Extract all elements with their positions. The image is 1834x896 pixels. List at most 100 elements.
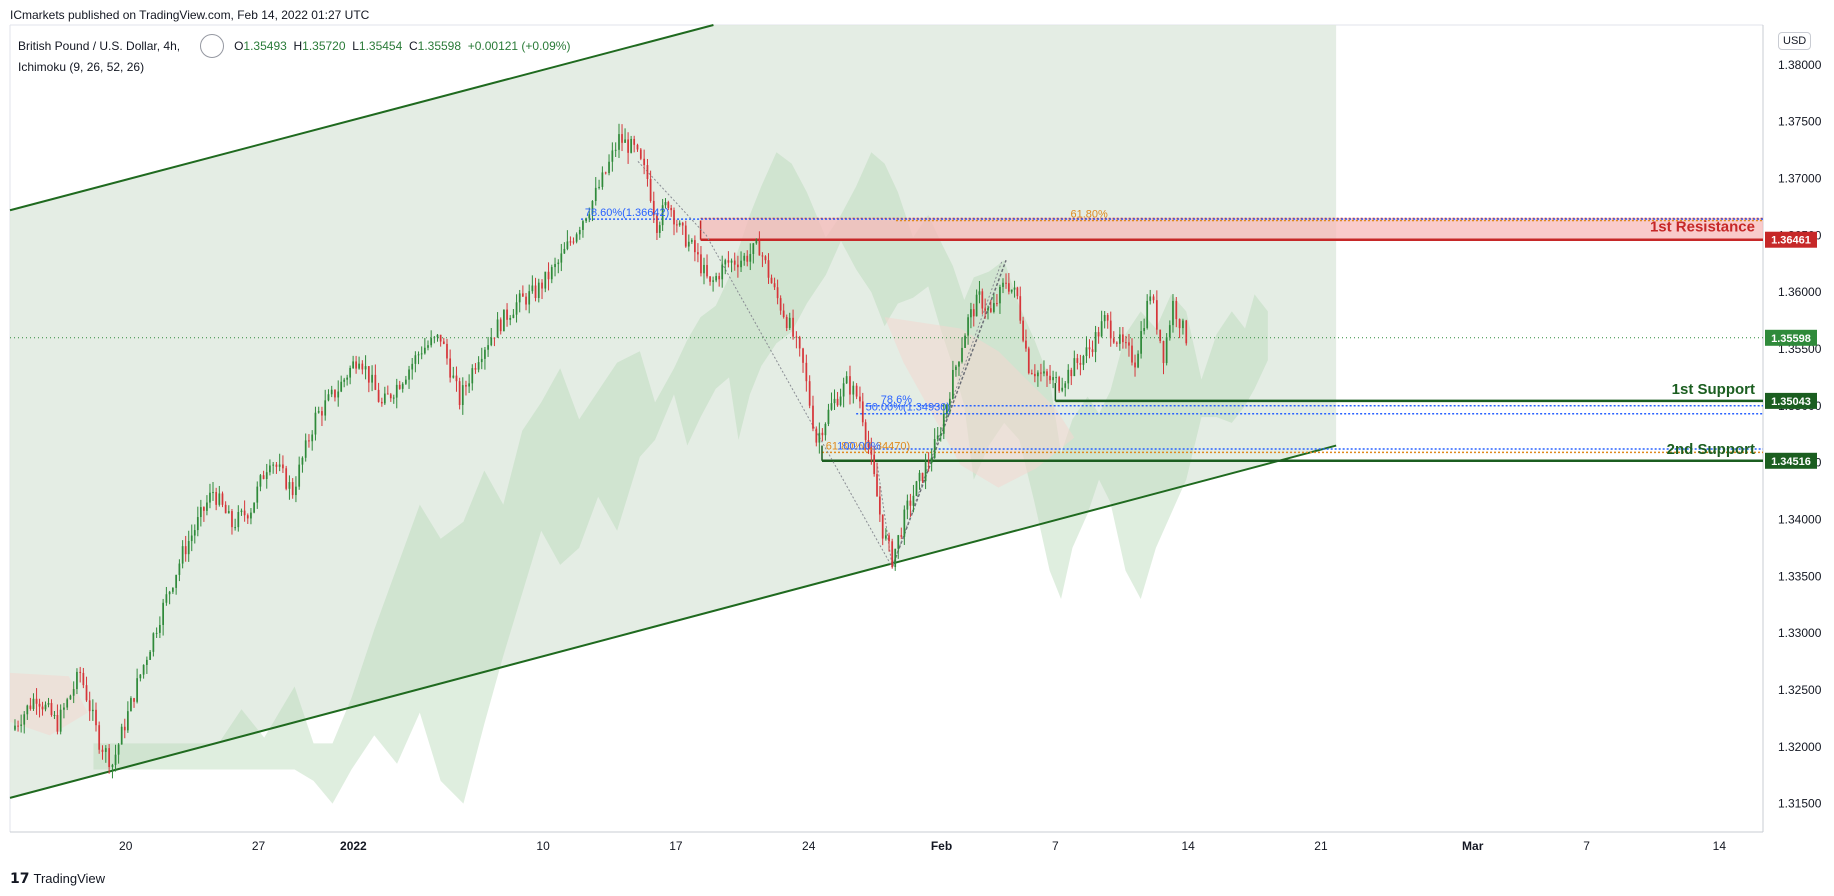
candle-body <box>269 465 271 473</box>
candle-body <box>285 468 288 489</box>
candle-body <box>101 749 104 752</box>
candle-body <box>861 401 864 423</box>
candle-body <box>1070 369 1073 377</box>
candle-body <box>371 374 373 383</box>
candle-body <box>900 535 903 537</box>
candle-body <box>142 664 145 675</box>
candle-body <box>1030 373 1033 375</box>
candle-body <box>758 240 761 256</box>
candle-body <box>921 472 924 482</box>
candle-body <box>398 384 401 389</box>
candle-body <box>1182 320 1184 329</box>
candle-body <box>288 482 291 489</box>
fib-label-4: 78.6% <box>881 394 912 406</box>
candle-body <box>618 134 620 150</box>
candle-body <box>63 707 65 710</box>
candle-body <box>1178 319 1181 329</box>
candle-body <box>452 375 455 378</box>
candle-body <box>275 464 278 467</box>
candle-body <box>308 440 310 442</box>
candle-body <box>1088 347 1091 350</box>
candle-body <box>697 252 699 255</box>
candle-body <box>933 439 936 458</box>
candle-body <box>939 433 942 436</box>
candle-body <box>1143 328 1146 332</box>
candle-body <box>196 517 199 531</box>
candle-body <box>978 291 981 295</box>
candle-body <box>321 411 323 416</box>
candle-body <box>1128 342 1130 346</box>
candle-body <box>442 341 445 344</box>
candle-body <box>47 703 50 705</box>
candle-body <box>534 285 537 299</box>
candle-body <box>1010 289 1013 292</box>
candle-body <box>525 296 527 305</box>
candle-body <box>1140 331 1142 354</box>
candle-body <box>181 546 184 564</box>
candle-body <box>175 574 178 588</box>
market-status-icon[interactable] <box>200 34 225 58</box>
candle-body <box>133 698 135 702</box>
x-tick-label: 14 <box>1713 839 1727 853</box>
candle-body <box>82 672 85 686</box>
candle-body <box>436 334 439 338</box>
candle-body <box>218 493 221 505</box>
candle-body <box>585 218 587 222</box>
candle-body <box>209 492 211 503</box>
candle-body <box>557 262 560 265</box>
candle-body <box>301 457 304 465</box>
candle-body <box>401 383 404 389</box>
candle-body <box>566 241 569 249</box>
candle-body <box>560 253 563 263</box>
candle-body <box>484 349 486 359</box>
candle-body <box>779 298 782 311</box>
candle-body <box>383 393 386 404</box>
candle-body <box>942 413 945 434</box>
candle-body <box>439 334 442 342</box>
indicator-label[interactable]: Ichimoku (9, 26, 52, 26) <box>18 60 145 74</box>
candle-body <box>411 363 414 370</box>
candle-body <box>120 726 123 745</box>
candle-body <box>528 291 531 305</box>
candle-body <box>970 309 972 318</box>
resistance-label: 1st Resistance <box>1650 219 1755 236</box>
candle-body <box>468 383 470 387</box>
candle-body <box>1103 315 1106 322</box>
price-tag-2: 1.35598 <box>1771 333 1811 345</box>
candle-body <box>50 703 53 716</box>
candle-body <box>1115 342 1118 344</box>
candle-body <box>967 317 969 336</box>
candle-body <box>1025 340 1027 349</box>
candle-body <box>788 317 791 328</box>
currency-button[interactable]: USD <box>1778 32 1812 50</box>
candle-body <box>114 754 117 765</box>
x-tick-label: 24 <box>802 839 816 853</box>
candle-body <box>767 260 770 278</box>
candle-body <box>952 369 954 399</box>
candle-body <box>821 432 824 436</box>
candle-body <box>715 276 718 281</box>
candle-body <box>864 422 867 441</box>
candle-body <box>1175 300 1178 320</box>
candle-body <box>894 548 897 568</box>
candle-body <box>588 214 591 219</box>
y-tick-label: 1.32500 <box>1778 683 1822 697</box>
publish-info: ICmarkets published on TradingView.com, … <box>10 8 370 22</box>
candle-body <box>909 500 912 506</box>
candle-body <box>487 345 489 350</box>
candle-body <box>377 389 380 402</box>
candle-body <box>53 715 56 716</box>
candle-body <box>827 409 830 424</box>
candle-body <box>1134 362 1136 368</box>
candle-body <box>56 715 59 732</box>
candle-body <box>563 248 566 254</box>
candle-body <box>1016 287 1019 297</box>
symbol-title[interactable]: British Pound / U.S. Dollar, 4h, <box>18 39 181 53</box>
candle-body <box>231 511 233 528</box>
candle-body <box>1106 315 1109 321</box>
candle-body <box>948 398 951 405</box>
candle-body <box>465 385 467 387</box>
candle-body <box>842 383 845 397</box>
candle-body <box>818 432 821 443</box>
